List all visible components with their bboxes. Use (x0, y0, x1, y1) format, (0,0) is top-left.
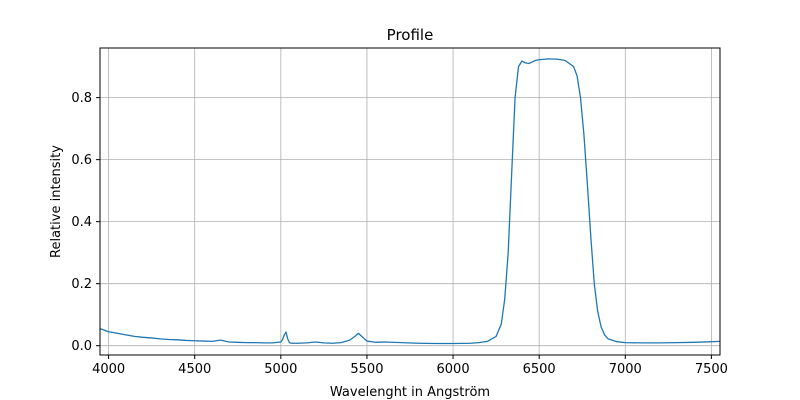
grid-layer (100, 48, 720, 355)
x-tick-label: 6000 (437, 362, 470, 377)
x-axis-title: Wavelenght in Angström (330, 385, 490, 400)
x-tick-label: 4500 (178, 362, 211, 377)
chart-title: Profile (387, 26, 434, 44)
x-tick-label: 5000 (264, 362, 297, 377)
x-tick-label: 5500 (350, 362, 383, 377)
y-tick-label: 0.0 (71, 339, 92, 354)
x-tick-label: 7500 (695, 362, 728, 377)
plot-frame (99, 47, 721, 356)
y-tick-label: 0.2 (71, 277, 92, 292)
x-tick-label: 7000 (609, 362, 642, 377)
y-axis-title: Relative intensity (49, 145, 64, 258)
y-tick-label: 0.8 (71, 91, 92, 106)
x-tick-label: 4000 (92, 362, 125, 377)
y-tick-label: 0.6 (71, 153, 92, 168)
intensity-series-line (99, 58, 721, 345)
y-tick-label: 0.4 (71, 215, 92, 230)
x-tick-label: 6500 (523, 362, 556, 377)
ticks-layer: 4000 4500 5000 5500 6000 6500 7000 7500 0.0 0.2 0.… (71, 91, 728, 377)
series-layer (99, 58, 721, 345)
